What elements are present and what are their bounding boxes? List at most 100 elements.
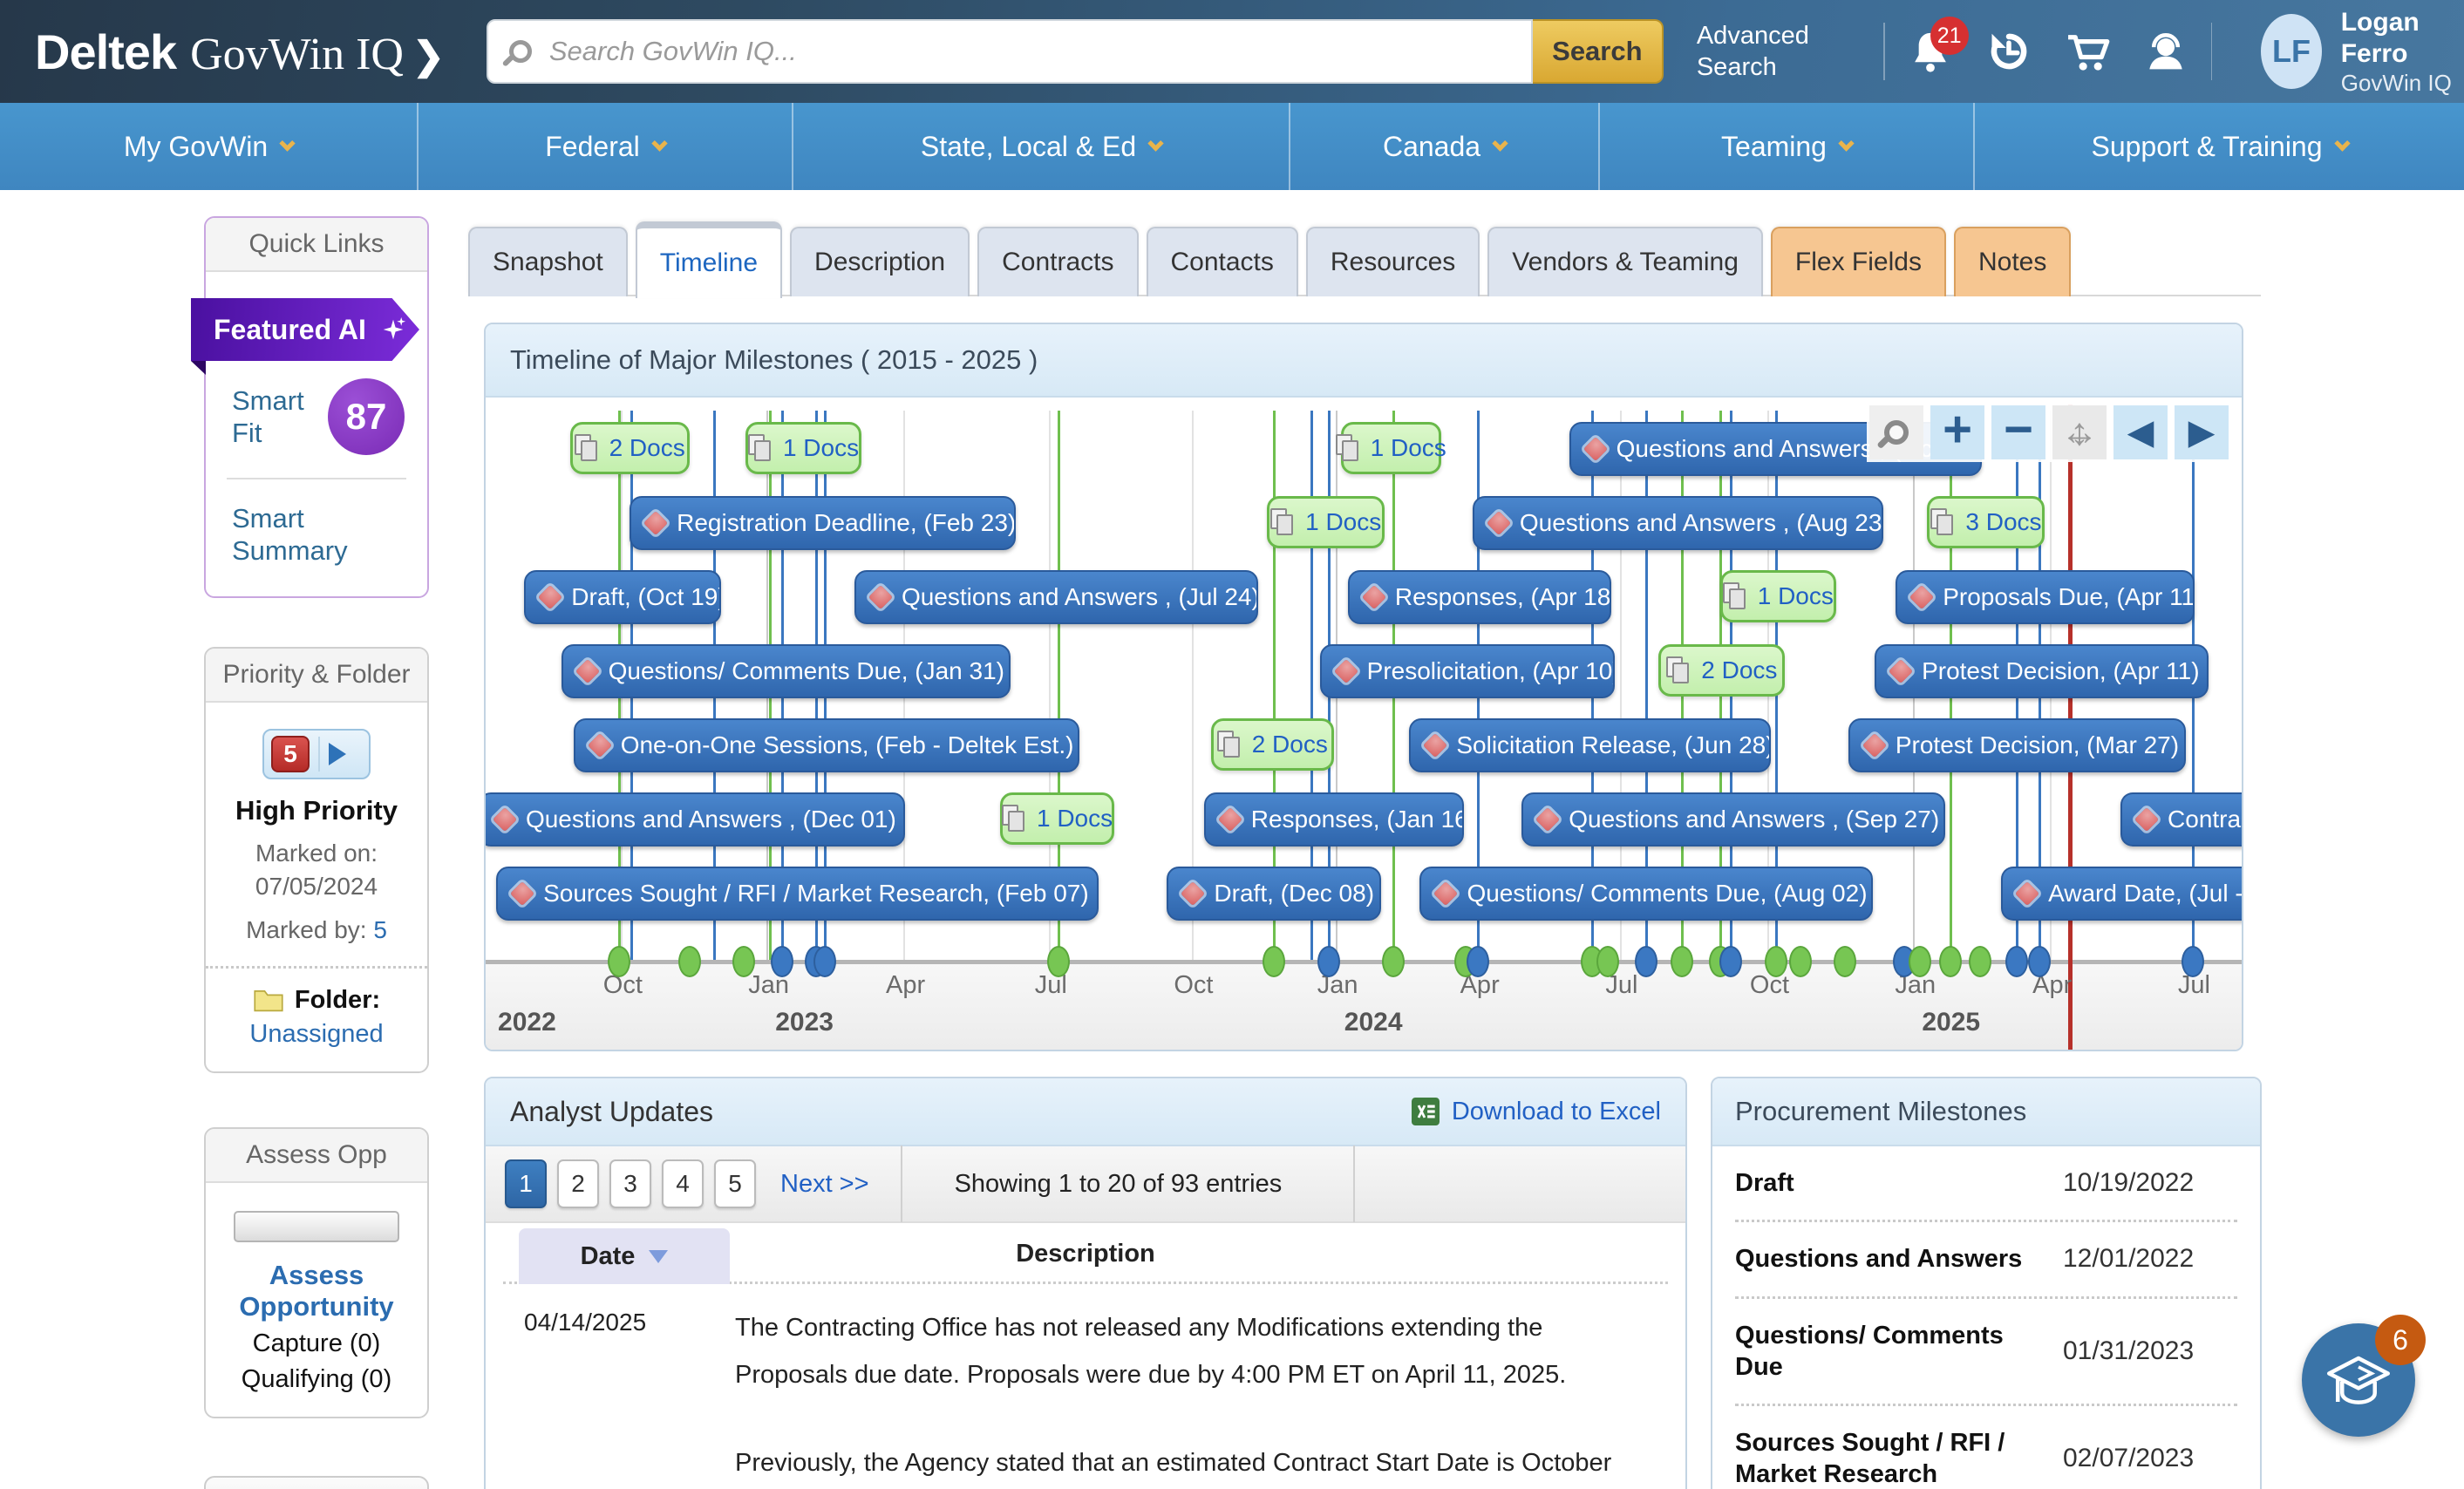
event-dot <box>1466 946 1489 977</box>
milestone-bar[interactable]: Questions and Answers , (Sep 27) <box>1521 792 1945 846</box>
learning-center-button[interactable]: 6 <box>2302 1315 2426 1437</box>
milestone-bar[interactable]: Proposals Due, (Apr 11) <box>1896 570 2195 624</box>
marked-by-link[interactable]: 5 <box>373 915 387 943</box>
milestone-bar[interactable]: Solicitation Release, (Jun 28) <box>1409 718 1772 772</box>
docs-icon <box>1335 434 1360 462</box>
folder-unassigned-link[interactable]: Unassigned <box>249 1019 384 1048</box>
tab-resources[interactable]: Resources <box>1305 227 1480 296</box>
milestone-bar[interactable]: Responses, (Jan 16) <box>1203 792 1464 846</box>
tab-vendors-teaming[interactable]: Vendors & Teaming <box>1487 227 1763 296</box>
docs-badge[interactable]: 2 Docs <box>1210 718 1334 771</box>
milestone-bar[interactable]: Presolicitation, (Apr 10) <box>1319 644 1615 698</box>
nav-canada[interactable]: Canada <box>1289 103 1598 190</box>
tab-contracts[interactable]: Contracts <box>977 227 1139 296</box>
milestone-bar[interactable]: Sources Sought / RFI / Market Research, … <box>496 867 1099 921</box>
event-dot <box>1719 946 1742 977</box>
page-button-5[interactable]: 5 <box>714 1159 756 1208</box>
showing-entries-text: Showing 1 to 20 of 93 entries <box>954 1169 1283 1198</box>
date-column-header[interactable]: Date <box>519 1228 730 1284</box>
search-button[interactable]: Search <box>1532 19 1664 84</box>
advanced-search-link[interactable]: Advanced Search <box>1696 21 1809 81</box>
milestone-diamond-icon <box>1433 880 1459 907</box>
milestone-bar[interactable]: Responses, (Apr 18) <box>1347 570 1611 624</box>
priority-value-badge: 5 <box>271 736 310 773</box>
history-icon[interactable] <box>1986 29 2032 74</box>
nav-my-govwin[interactable]: My GovWin <box>0 103 417 190</box>
milestone-bar[interactable]: Questions and Answers , (Jul 24) <box>854 570 1259 624</box>
user-menu[interactable]: LF Logan Ferro GovWin IQ <box>2261 7 2464 97</box>
event-stem <box>1310 411 1313 962</box>
docs-badge[interactable]: 3 Docs <box>1927 496 2045 548</box>
docs-icon <box>1001 805 1026 833</box>
docs-badge[interactable]: 1 Docs <box>1267 496 1385 548</box>
support-headset-icon[interactable] <box>2143 29 2188 74</box>
milestone-bar[interactable]: Contra <box>2120 792 2242 846</box>
zoom-cursor-button[interactable] <box>1869 405 1923 459</box>
page-button-4[interactable]: 4 <box>662 1159 704 1208</box>
nav-federal[interactable]: Federal <box>417 103 792 190</box>
download-to-excel-link[interactable]: Download to Excel <box>1411 1098 1661 1126</box>
milestone-bar[interactable]: Protest Decision, (Mar 27) <box>1848 718 2186 772</box>
nav-support-training[interactable]: Support & Training <box>1973 103 2464 190</box>
milestone-bar[interactable]: Protest Decision, (Apr 11) <box>1875 644 2209 698</box>
pagination: 1 2 3 4 5 Next >> Showing 1 to 20 of 93 … <box>486 1146 1685 1223</box>
cart-icon[interactable] <box>2065 29 2110 74</box>
qualifying-count: Qualifying (0) <box>241 1364 392 1393</box>
smart-summary-link[interactable]: Smart Summary <box>232 503 348 567</box>
quick-links-card: Quick Links Featured AI Smart Fit 87 Sma… <box>191 216 429 599</box>
milestone-bar[interactable]: Draft, (Dec 08) <box>1167 867 1382 921</box>
assess-opportunity-link[interactable]: Assess Opportunity <box>239 1259 394 1322</box>
event-dot <box>1635 946 1658 977</box>
axis-year-label: 2024 <box>1344 1008 1403 1037</box>
milestone-bar[interactable]: One-on-One Sessions, (Feb - Deltek Est.) <box>573 718 1079 772</box>
avatar[interactable]: LF <box>2261 14 2322 89</box>
zoom-out-button[interactable]: − <box>1991 405 2045 459</box>
header-divider <box>1883 23 1885 80</box>
priority-split-button[interactable]: 5 <box>262 729 371 780</box>
tab-snapshot[interactable]: Snapshot <box>468 227 628 296</box>
docs-badge[interactable]: 1 Docs <box>1335 422 1446 474</box>
docs-icon <box>574 434 599 462</box>
milestone-bar[interactable]: Questions and Answers , (Aug 23) <box>1472 496 1884 550</box>
milestone-bar[interactable]: Questions/ Comments Due, (Jan 31) <box>561 644 1011 698</box>
milestone-diamond-icon <box>1862 732 1888 758</box>
milestone-bar[interactable]: Questions and Answers , (Dec 01) <box>486 792 906 846</box>
event-dot <box>1596 946 1619 977</box>
page-button-2[interactable]: 2 <box>557 1159 599 1208</box>
search-input[interactable] <box>547 35 1531 68</box>
notifications-bell-icon[interactable]: 21 <box>1908 17 1969 74</box>
pan-button[interactable]: ↔ ↕ <box>2052 405 2107 459</box>
milestone-bar[interactable]: Draft, (Oct 19) <box>524 570 721 624</box>
event-dot <box>1317 946 1340 977</box>
scroll-right-button[interactable]: ▶ <box>2175 405 2229 459</box>
sort-descending-icon <box>649 1249 669 1263</box>
smart-fit-link[interactable]: Smart Fit <box>232 384 304 448</box>
scroll-left-button[interactable]: ◀ <box>2113 405 2168 459</box>
next-page-link[interactable]: Next >> <box>780 1169 869 1198</box>
analyst-updates-panel: Analyst Updates Download to Excel 1 2 3 … <box>484 1077 1687 1489</box>
page-button-3[interactable]: 3 <box>609 1159 651 1208</box>
product-name: GovWin IQ <box>190 29 404 79</box>
zoom-in-button[interactable]: + <box>1930 405 1984 459</box>
search-box[interactable] <box>486 19 1533 84</box>
marked-on-date: 07/05/2024 <box>255 873 378 901</box>
milestone-bar[interactable]: Questions/ Comments Due, (Aug 02) <box>1419 867 1874 921</box>
nav-teaming[interactable]: Teaming <box>1598 103 1973 190</box>
page-button-1[interactable]: 1 <box>505 1159 547 1208</box>
nav-state-local-ed[interactable]: State, Local & Ed <box>792 103 1289 190</box>
tab-description[interactable]: Description <box>790 227 970 296</box>
tab-timeline[interactable]: Timeline <box>635 221 783 298</box>
update-description: The Contracting Office has not released … <box>735 1314 1612 1478</box>
logo[interactable]: Deltek . GovWin IQ ❯ <box>24 24 445 588</box>
tab-flex-fields[interactable]: Flex Fields <box>1770 227 1946 296</box>
logo-chevron-icon: ❯ <box>412 34 445 78</box>
docs-badge[interactable]: 1 Docs <box>1719 570 1836 622</box>
milestone-bar[interactable]: Award Date, (Jul - <box>2001 867 2242 921</box>
docs-badge[interactable]: 2 Docs <box>569 422 690 474</box>
docs-badge[interactable]: 1 Docs <box>1000 792 1114 845</box>
docs-badge[interactable]: 2 Docs <box>1658 644 1786 697</box>
milestone-bar[interactable]: Registration Deadline, (Feb 23) <box>630 496 1017 550</box>
tab-contacts[interactable]: Contacts <box>1146 227 1298 296</box>
docs-badge[interactable]: 1 Docs <box>745 422 861 474</box>
tab-notes[interactable]: Notes <box>1953 227 2072 296</box>
